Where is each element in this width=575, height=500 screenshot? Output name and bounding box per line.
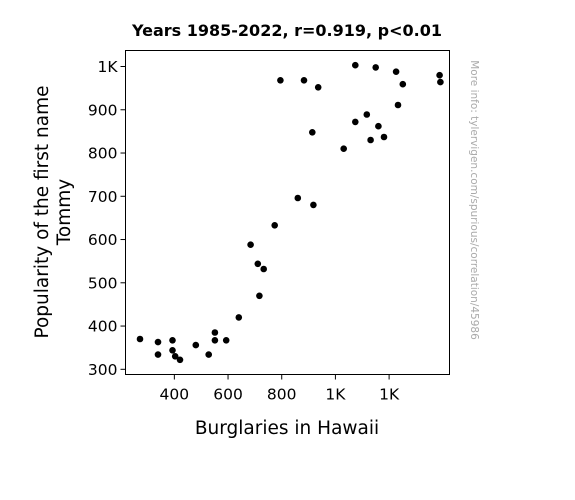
y-axis-label-line-1: Popularity of the first name bbox=[32, 85, 53, 338]
data-point-6 bbox=[176, 356, 184, 364]
data-point-19 bbox=[294, 194, 302, 202]
data-point-8 bbox=[205, 351, 212, 358]
data-point-5 bbox=[171, 353, 179, 360]
data-point-0 bbox=[136, 335, 144, 343]
x-axis-label: Burglaries in Hawaii bbox=[195, 418, 379, 439]
y-axis-label-line-2: Tommy bbox=[54, 179, 75, 247]
data-point-9 bbox=[211, 329, 219, 336]
plot-area-frame bbox=[125, 50, 450, 375]
data-point-28 bbox=[367, 136, 374, 144]
y-tick-label-3: 600 bbox=[88, 231, 118, 249]
y-tick-label-7: 1K bbox=[97, 58, 118, 76]
data-point-24 bbox=[340, 145, 348, 152]
y-tick-label-2: 500 bbox=[88, 274, 118, 292]
y-axis-ticks: 300 400 500 600 700 800 900 1K bbox=[88, 58, 126, 379]
data-point-2 bbox=[154, 351, 162, 358]
data-point-31 bbox=[380, 133, 388, 141]
x-tick-label-3: 1K bbox=[325, 386, 346, 404]
x-tick-label-0: 400 bbox=[160, 386, 190, 404]
data-point-12 bbox=[235, 314, 243, 321]
data-point-16 bbox=[260, 265, 268, 273]
data-point-1 bbox=[154, 338, 162, 346]
data-point-4 bbox=[169, 347, 176, 354]
data-point-23 bbox=[314, 84, 322, 91]
chart-title: Years 1985-2022, r=0.919, p<0.01 bbox=[131, 21, 442, 40]
data-point-27 bbox=[363, 111, 371, 118]
data-point-36 bbox=[437, 78, 444, 86]
x-tick-label-4: 1K bbox=[379, 386, 400, 404]
x-tick-label-1: 600 bbox=[213, 386, 243, 404]
data-point-35 bbox=[436, 71, 443, 79]
data-point-22 bbox=[310, 201, 317, 209]
y-tick-label-0: 300 bbox=[88, 361, 118, 379]
data-point-34 bbox=[399, 80, 407, 88]
data-point-3 bbox=[169, 337, 176, 344]
data-point-26 bbox=[352, 118, 359, 126]
data-point-20 bbox=[300, 77, 308, 84]
data-point-14 bbox=[254, 260, 262, 268]
y-tick-label-4: 700 bbox=[88, 188, 118, 206]
data-point-18 bbox=[277, 77, 284, 84]
data-points bbox=[136, 61, 444, 364]
y-tick-label-1: 400 bbox=[88, 318, 118, 336]
data-point-33 bbox=[394, 101, 402, 109]
x-tick-label-2: 800 bbox=[267, 386, 297, 404]
data-point-10 bbox=[211, 337, 219, 344]
data-point-21 bbox=[309, 129, 316, 136]
y-tick-label-6: 900 bbox=[88, 101, 118, 119]
x-axis-ticks: 400 600 800 1K 1K bbox=[160, 374, 400, 404]
y-tick-label-5: 800 bbox=[88, 145, 118, 163]
data-point-13 bbox=[247, 241, 254, 248]
data-point-11 bbox=[222, 337, 230, 344]
data-point-30 bbox=[375, 122, 382, 130]
data-point-15 bbox=[256, 292, 263, 300]
source-watermark: More info: tylervigen.com/spurious/corre… bbox=[468, 60, 480, 340]
data-point-32 bbox=[392, 68, 400, 75]
data-point-25 bbox=[352, 61, 359, 69]
data-point-29 bbox=[372, 64, 380, 71]
data-point-17 bbox=[271, 222, 279, 229]
data-point-7 bbox=[192, 341, 200, 349]
